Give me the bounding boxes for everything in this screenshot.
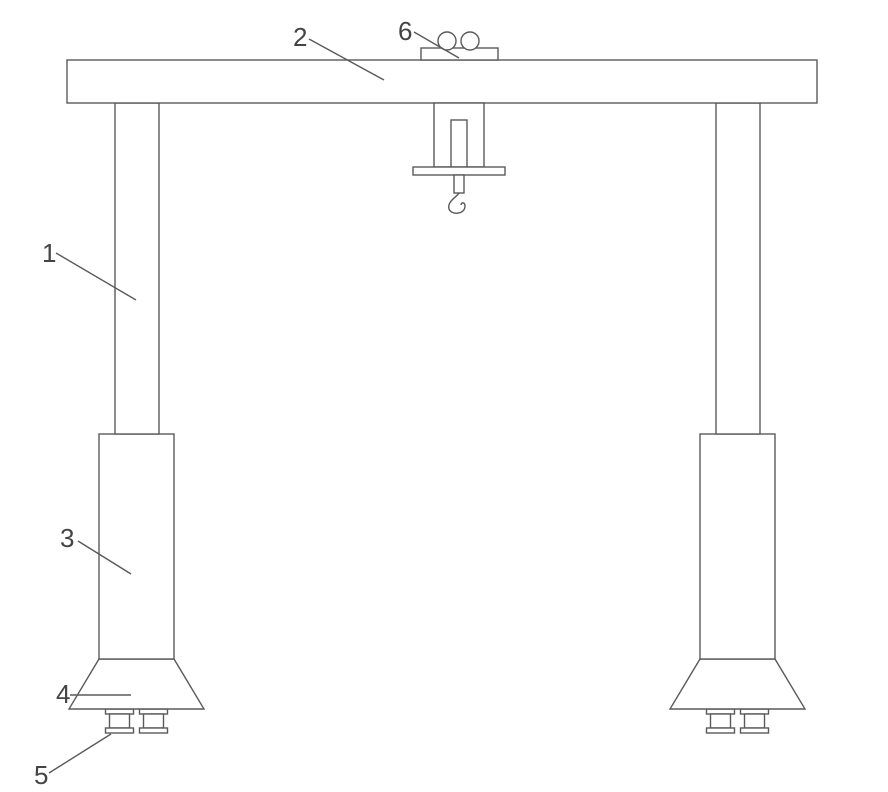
label-6: 6: [398, 16, 412, 47]
label-2: 2: [293, 22, 307, 53]
diagram-container: 1 2 3 4 5 6: [0, 0, 888, 792]
label-1: 1: [42, 238, 56, 269]
label-3: 3: [60, 523, 74, 554]
label-4: 4: [56, 679, 70, 710]
diagram-svg: [0, 0, 888, 792]
label-5: 5: [34, 760, 48, 791]
